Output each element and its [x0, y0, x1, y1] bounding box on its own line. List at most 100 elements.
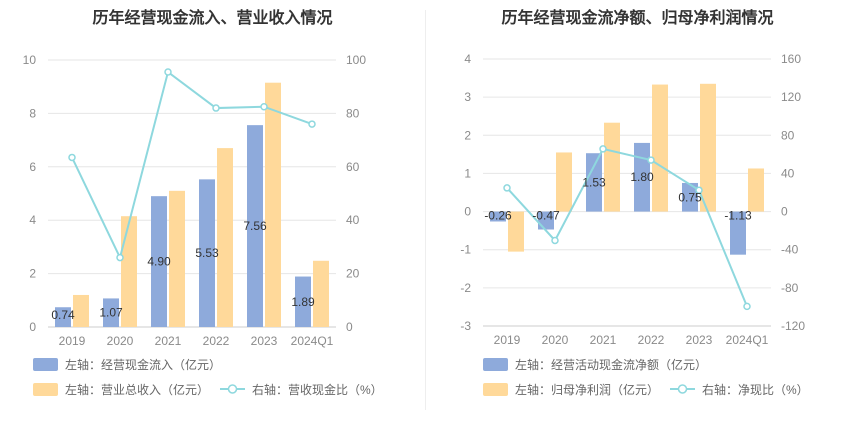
legend-label: 左轴：归母净利润（亿元） [515, 382, 659, 397]
bar-data-label: 7.56 [243, 219, 267, 233]
primary-bar [247, 125, 263, 327]
chart-title-left: 历年经营现金流入、营业收入情况 [92, 10, 333, 27]
legend-swatch [483, 358, 508, 371]
x-axis-tick-label: 2024Q1 [726, 333, 769, 347]
bar-data-label: 5.53 [195, 246, 219, 260]
primary-bar [103, 298, 119, 327]
left-axis-tick-label: -1 [460, 243, 471, 257]
right-axis-tick-label: 100 [346, 53, 366, 67]
bar-data-label: 1.53 [582, 175, 606, 189]
secondary-bar [121, 216, 137, 327]
right-axis-tick-label: 120 [781, 90, 801, 104]
secondary-bar [508, 211, 524, 252]
right-axis-tick-label: -80 [781, 281, 799, 295]
primary-bar [682, 182, 698, 212]
right-axis-tick-label: 40 [346, 213, 360, 227]
legend-swatch [33, 383, 58, 396]
secondary-bar [313, 260, 329, 327]
primary-bar [199, 179, 215, 327]
x-axis-tick-label: 2023 [251, 334, 278, 348]
x-axis-tick-label: 2019 [59, 334, 86, 348]
bar-data-label: 0.75 [678, 190, 702, 204]
ratio-line [71, 70, 313, 261]
right-axis-tick-label: 0 [346, 320, 353, 334]
bar-data-label: 1.07 [99, 306, 123, 320]
legend-label: 左轴：营业总收入（亿元） [65, 382, 209, 397]
primary-bar [151, 196, 167, 327]
secondary-bar [265, 82, 281, 327]
ratio-point [212, 104, 220, 112]
primary-bar [730, 211, 746, 255]
ratio-line [506, 147, 748, 307]
x-axis-tick-label: 2022 [203, 334, 230, 348]
legend-line-icon [227, 384, 238, 394]
left-axis-tick-label: 1 [464, 166, 471, 180]
left-axis-tick-label: 2 [464, 128, 471, 142]
x-axis-tick-label: 2019 [494, 333, 521, 347]
ratio-point [743, 302, 751, 311]
legend-line-icon [677, 384, 688, 394]
left-axis-tick-label: 6 [29, 160, 36, 174]
secondary-bar [604, 122, 620, 212]
left-axis-tick-label: 10 [23, 53, 37, 67]
secondary-bar [700, 83, 716, 212]
x-axis-tick-label: 2023 [686, 333, 713, 347]
ratio-point [503, 184, 511, 192]
ratio-point [599, 145, 607, 153]
ratio-point [308, 120, 316, 128]
secondary-bar [217, 148, 233, 327]
right-axis-tick-label: -40 [781, 243, 799, 257]
x-axis-tick-label: 2022 [638, 333, 665, 347]
secondary-bar [73, 294, 89, 327]
left-axis-tick-label: 4 [29, 213, 36, 227]
legend-label: 左轴：经营现金流入（亿元） [65, 357, 221, 372]
left-axis-tick-label: 3 [464, 90, 471, 104]
x-axis-tick-label: 2021 [590, 333, 617, 347]
right-axis-tick-label: 160 [781, 52, 801, 66]
left-axis-tick-label: -2 [460, 281, 471, 295]
right-axis-tick-label: 80 [346, 106, 360, 120]
right-axis-tick-label: 20 [346, 267, 360, 281]
primary-bar [55, 307, 71, 327]
secondary-bar [556, 152, 572, 212]
right-axis-tick-label: 0 [781, 205, 788, 219]
right-axis-tick-label: 80 [781, 128, 795, 142]
x-axis-tick-label: 2024Q1 [291, 334, 334, 348]
bar-data-label: 0.74 [51, 308, 75, 322]
chart-panel-right: 历年经营现金流净额、归母净利润情况 -3 -2 -1 0 1 2 3 4 -120 -80 -40 0… [425, 0, 850, 437]
left-axis-tick-label: 4 [464, 52, 471, 66]
legend-label: 右轴：营收现金比（%） [252, 382, 383, 397]
secondary-bar [652, 84, 668, 212]
right-axis-tick-label: 40 [781, 166, 795, 180]
primary-bar [490, 211, 506, 222]
ratio-point [551, 236, 559, 245]
legend-swatch [33, 358, 58, 371]
bar-data-label: -0.47 [532, 209, 560, 223]
legend-label: 左轴：经营活动现金流净额（亿元） [515, 357, 707, 372]
legend-label: 右轴：净现比（%） [702, 382, 809, 397]
ratio-point [695, 186, 703, 194]
left-axis-tick-label: 2 [29, 267, 36, 281]
ratio-point [68, 153, 76, 162]
chart-right-svg: -3 -2 -1 0 1 2 3 4 -120 -80 -40 0 40 80 120 160 2019 2020… [460, 52, 809, 397]
chart-title-right: 历年经营现金流净额、归母净利润情况 [501, 10, 774, 27]
ratio-point [116, 253, 124, 262]
left-axis-tick-label: 0 [464, 205, 471, 219]
secondary-bar [748, 168, 764, 212]
primary-bar [586, 153, 602, 212]
left-axis-tick-label: 0 [29, 320, 36, 334]
ratio-point [164, 68, 172, 76]
x-axis-tick-label: 2020 [107, 334, 134, 348]
x-axis-tick-label: 2020 [542, 333, 569, 347]
primary-bar [295, 276, 311, 327]
bar-data-label: -0.26 [484, 209, 512, 223]
bar-data-label: 1.89 [291, 295, 315, 309]
panel-divider [425, 10, 426, 410]
bar-data-label: 4.90 [147, 255, 171, 269]
x-axis-tick-label: 2021 [155, 334, 182, 348]
bar-data-label: 1.80 [630, 170, 654, 184]
secondary-bar [169, 190, 185, 327]
chart-panel-left: 历年经营现金流入、营业收入情况 0 2 4 6 8 10 0 20 40 60 80 100 2019 2… [23, 10, 383, 397]
primary-bar [634, 142, 650, 212]
